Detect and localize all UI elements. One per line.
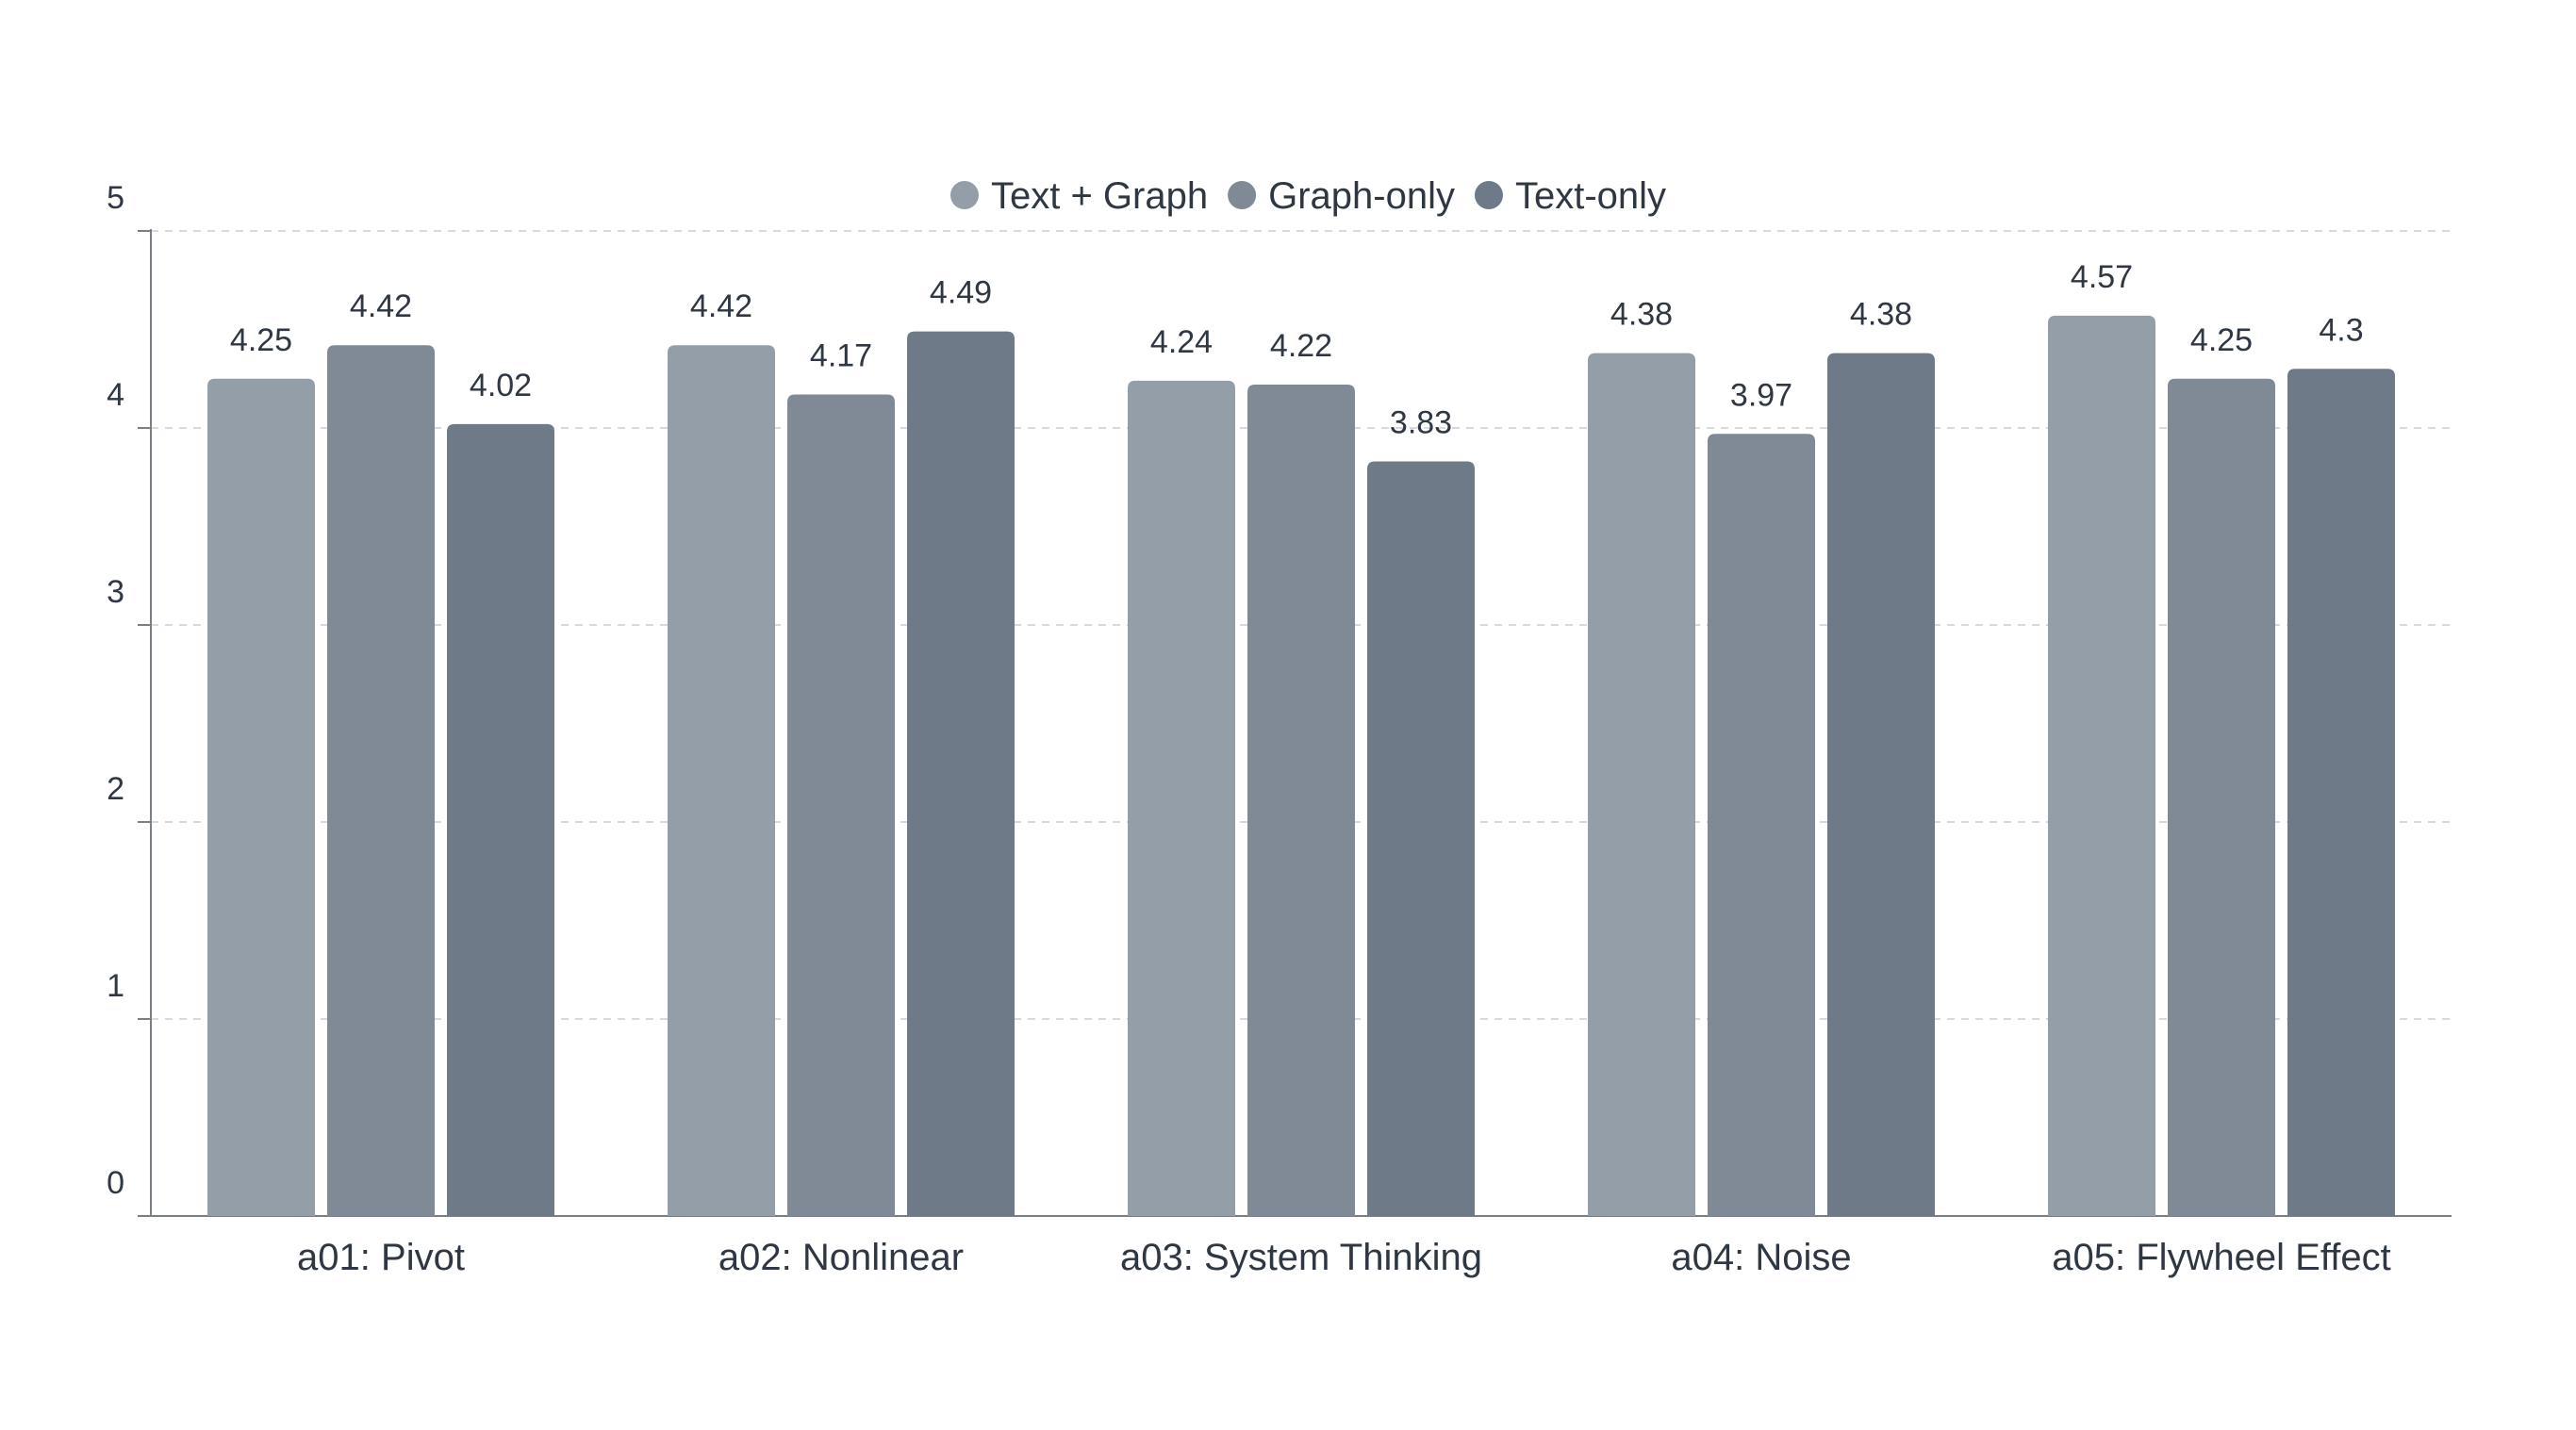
legend-swatch	[1474, 181, 1503, 209]
x-category-label: a03: System Thinking	[1120, 1237, 1482, 1278]
bar	[207, 378, 315, 1216]
bar	[907, 331, 1015, 1217]
bar	[787, 394, 895, 1217]
y-tick-label: 1	[107, 968, 124, 1004]
bar	[1128, 380, 1235, 1217]
legend-item: Text-only	[1474, 175, 1666, 217]
bar	[1367, 461, 1475, 1216]
bar	[668, 345, 775, 1217]
legend: Text + Graph Graph-only Text-only	[949, 175, 1666, 217]
bar	[447, 423, 554, 1216]
y-tick-label: 5	[107, 180, 124, 216]
bar-value-label: 4.02	[470, 368, 532, 403]
bar-value-label: 4.22	[1270, 328, 1332, 364]
y-tick-label: 3	[107, 574, 124, 610]
bar-value-label: 4.57	[2071, 259, 2133, 295]
bar	[1827, 353, 1935, 1217]
bar	[2168, 378, 2275, 1216]
value-labels: 4.25 4.42 4.02 4.42 4.17 4.49 4.24 4.22 3.83 4.38…	[230, 259, 2364, 441]
bar-value-label: 4.25	[2190, 322, 2253, 358]
x-category-label: a01: Pivot	[297, 1237, 465, 1278]
bar-value-label: 3.97	[1730, 377, 1792, 413]
x-category-label: a04: Noise	[1671, 1237, 1851, 1278]
y-tick-label: 4	[107, 377, 124, 413]
legend-label: Text-only	[1515, 175, 1666, 217]
legend-item: Text + Graph	[949, 175, 1208, 217]
y-tick-label: 0	[107, 1165, 124, 1201]
bar	[1588, 353, 1695, 1217]
bar	[327, 345, 435, 1217]
bar-value-label: 4.24	[1150, 324, 1213, 360]
bar-value-label: 4.17	[810, 337, 872, 373]
legend-label: Text + Graph	[991, 175, 1208, 217]
bar	[1708, 434, 1815, 1216]
bar-value-label: 4.38	[1850, 297, 1912, 333]
bars	[207, 315, 2395, 1217]
x-category-label: a02: Nonlinear	[718, 1237, 964, 1278]
bar-value-label: 3.83	[1390, 405, 1452, 441]
bar-value-label: 4.49	[930, 275, 992, 311]
axes: 0 1 2 3 4 5 a01: Pivot a02: Nonlinear a03: Syste…	[107, 180, 2452, 1278]
x-category-label: a05: Flywheel Effect	[2052, 1237, 2390, 1278]
y-tick-label: 2	[107, 771, 124, 807]
bar-value-label: 4.3	[2319, 312, 2363, 348]
legend-swatch	[1228, 181, 1257, 209]
bar	[2048, 315, 2155, 1216]
bar-value-label: 4.42	[350, 288, 412, 324]
bar-value-label: 4.25	[230, 322, 292, 358]
legend-label: Graph-only	[1268, 175, 1455, 217]
legend-swatch	[949, 181, 979, 209]
bar	[1247, 385, 1355, 1216]
bar	[2287, 369, 2395, 1216]
legend-item: Graph-only	[1228, 175, 1455, 217]
bar-value-label: 4.38	[1610, 297, 1673, 333]
bar-value-label: 4.42	[690, 288, 752, 324]
